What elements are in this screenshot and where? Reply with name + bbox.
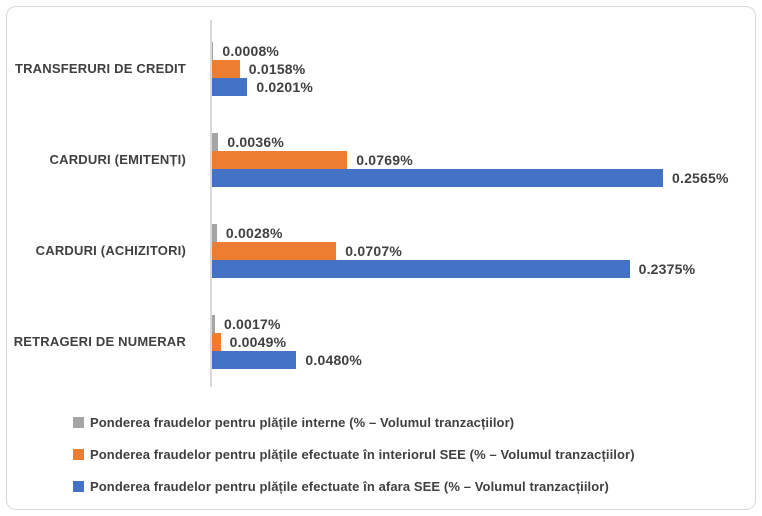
bar-row: 0.0707% xyxy=(212,242,402,260)
bar-row: 0.0158% xyxy=(212,60,305,78)
bar-series-2-category-2 xyxy=(212,260,630,278)
bar-series-2-category-0 xyxy=(212,78,248,96)
category-label: TRANSFERURI DE CREDIT xyxy=(14,61,186,76)
bar-series-1-category-3 xyxy=(212,333,221,351)
bar-series-1-category-2 xyxy=(212,242,337,260)
legend-item-outside-eea: Ponderea fraudelor pentru plățile efectu… xyxy=(73,479,635,494)
bar-value-label: 0.0158% xyxy=(248,61,306,77)
bar-value-label: 0.2565% xyxy=(672,170,729,186)
bar-series-0-category-0 xyxy=(212,42,214,60)
bar-row: 0.2565% xyxy=(212,169,729,187)
bar-row: 0.0028% xyxy=(212,224,283,242)
bar-series-0-category-2 xyxy=(212,224,217,242)
bar-series-1-category-0 xyxy=(212,60,240,78)
legend-swatch-orange xyxy=(73,449,84,460)
bar-value-label: 0.0769% xyxy=(356,152,413,168)
bar-row: 0.0036% xyxy=(212,133,284,151)
y-axis-line xyxy=(210,20,212,387)
legend: Ponderea fraudelor pentru plățile intern… xyxy=(73,415,635,494)
legend-item-internal: Ponderea fraudelor pentru plățile intern… xyxy=(73,415,635,430)
bar-row: 0.0480% xyxy=(212,351,362,369)
legend-label: Ponderea fraudelor pentru plățile efectu… xyxy=(90,447,635,462)
bar-row: 0.0008% xyxy=(212,42,279,60)
bar-value-label: 0.0008% xyxy=(222,43,280,59)
bar-value-label: 0.0201% xyxy=(256,79,313,95)
legend-swatch-gray xyxy=(73,417,84,428)
legend-item-inside-eea: Ponderea fraudelor pentru plățile efectu… xyxy=(73,447,635,462)
legend-label: Ponderea fraudelor pentru plățile efectu… xyxy=(90,479,609,494)
bar-series-0-category-1 xyxy=(212,133,219,151)
category-label: CARDURI (ACHIZITORI) xyxy=(35,243,186,258)
bar-value-label: 0.0707% xyxy=(345,243,402,259)
bar-series-0-category-3 xyxy=(212,315,215,333)
legend-label: Ponderea fraudelor pentru plățile intern… xyxy=(90,415,515,430)
category-label: CARDURI (EMITENȚI) xyxy=(49,152,186,167)
bar-row: 0.0017% xyxy=(212,315,281,333)
bar-value-label: 0.0049% xyxy=(229,334,287,350)
bar-row: 0.0201% xyxy=(212,78,313,96)
category-label: RETRAGERI DE NUMERAR xyxy=(13,334,186,349)
bar-row: 0.0769% xyxy=(212,151,413,169)
bar-series-2-category-3 xyxy=(212,351,297,369)
bar-series-2-category-1 xyxy=(212,169,663,187)
bar-value-label: 0.0017% xyxy=(223,316,281,332)
bar-series-1-category-1 xyxy=(212,151,348,169)
bar-value-label: 0.0036% xyxy=(227,134,284,150)
category-axis: TRANSFERURI DE CREDIT CARDURI (EMITENȚI) C… xyxy=(0,20,198,387)
bar-value-label: 0.0028% xyxy=(225,225,283,241)
bar-value-label: 0.2375% xyxy=(638,261,696,277)
bar-row: 0.0049% xyxy=(212,333,286,351)
bar-row: 0.2375% xyxy=(212,260,695,278)
plot-area: 0.0008% 0.0158% 0.0201% 0.0036% 0.0769% 0.256… xyxy=(210,20,758,387)
legend-swatch-blue xyxy=(73,481,84,492)
bar-value-label: 0.0480% xyxy=(305,352,363,368)
